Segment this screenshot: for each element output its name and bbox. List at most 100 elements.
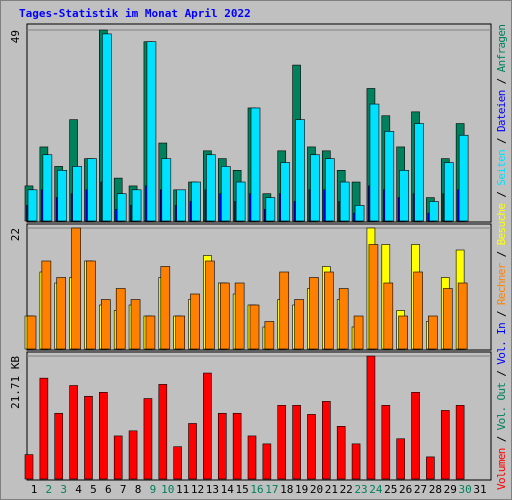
bar: [217, 412, 227, 480]
bar: [205, 260, 215, 350]
bar: [158, 384, 168, 480]
bar: [235, 181, 246, 222]
bar: [99, 392, 108, 480]
bar: [176, 189, 186, 222]
x-tick-label: 31: [473, 483, 486, 496]
x-tick-label: 5: [90, 483, 97, 496]
x-tick-label: 14: [221, 483, 235, 496]
bar: [27, 189, 38, 222]
x-tick-label: 17: [265, 483, 278, 496]
bar: [280, 162, 291, 222]
bar: [219, 282, 230, 350]
x-tick-label: 29: [444, 483, 457, 496]
x-tick-label: 4: [75, 483, 82, 496]
bar: [232, 412, 242, 480]
bar: [292, 405, 301, 480]
bar: [69, 385, 78, 480]
bar: [398, 315, 408, 350]
bar: [265, 197, 276, 222]
legend-entry: Rechner: [495, 262, 508, 305]
bar: [279, 271, 290, 350]
legend-entry: Vol. Out: [495, 382, 508, 430]
bar: [310, 154, 320, 222]
bar: [309, 277, 319, 350]
bar: [322, 401, 331, 480]
bar: [130, 299, 141, 350]
bar: [428, 315, 438, 350]
bar: [353, 315, 364, 350]
legend-separator: /: [495, 430, 508, 449]
y-tick-label: 22: [9, 228, 22, 241]
x-tick-label: 20: [310, 483, 323, 496]
bar: [381, 405, 391, 480]
bar: [188, 423, 197, 480]
bar: [115, 288, 126, 350]
panel: [26, 351, 492, 481]
bar: [336, 426, 346, 480]
bar: [250, 107, 261, 222]
bar: [234, 282, 245, 350]
bar: [72, 166, 82, 222]
legend-separator: /: [495, 245, 508, 264]
x-tick-label: 23: [354, 483, 367, 496]
bar: [442, 288, 453, 350]
x-tick-label: 18: [280, 483, 293, 496]
bar: [24, 454, 34, 480]
bar: [113, 435, 123, 480]
bar: [440, 410, 450, 480]
bar: [175, 315, 185, 350]
bar: [39, 377, 49, 480]
bar: [57, 170, 68, 222]
bar: [173, 446, 182, 480]
x-tick-label: 2: [46, 483, 53, 496]
legend-separator: /: [495, 185, 508, 204]
x-tick-label: 15: [236, 483, 249, 496]
bar: [396, 438, 405, 480]
bar: [131, 189, 142, 222]
x-tick-label: 8: [135, 483, 142, 496]
x-tick-label: 26: [399, 483, 412, 496]
chart-title: Tages-Statistik im Monat April 2022: [19, 7, 251, 20]
bar: [143, 398, 153, 480]
x-tick-label: 6: [105, 483, 112, 496]
legend-entry: Volumen: [495, 448, 508, 490]
bar: [369, 103, 380, 222]
legend-separator: /: [495, 304, 508, 323]
bar: [307, 414, 316, 480]
bar: [366, 355, 376, 480]
bar: [160, 266, 171, 350]
x-tick-label: 12: [191, 483, 204, 496]
bar: [203, 372, 212, 480]
bar: [161, 158, 172, 222]
bar: [249, 304, 260, 350]
bar: [191, 181, 201, 222]
bar: [86, 260, 96, 350]
bar: [102, 33, 112, 222]
legend-entry: Vol. In: [495, 322, 508, 364]
bar: [71, 227, 81, 350]
bar: [42, 154, 53, 222]
bar: [56, 277, 67, 350]
x-tick-label: 27: [414, 483, 427, 496]
bar: [443, 162, 454, 222]
bar: [54, 412, 64, 480]
bar: [324, 271, 334, 350]
x-tick-label: 22: [340, 483, 353, 496]
x-tick-label: 1: [31, 483, 38, 496]
bar: [339, 181, 350, 222]
legend-entry: Besuche: [495, 203, 508, 245]
bar: [426, 456, 435, 480]
x-tick-label: 9: [150, 483, 157, 496]
bar: [295, 119, 305, 222]
bar: [190, 293, 200, 350]
bar: [325, 158, 335, 222]
legend-entry: Seiten: [495, 149, 508, 185]
bar: [384, 131, 395, 222]
bar: [338, 288, 349, 350]
y-tick-label: 49: [9, 30, 22, 43]
legend-separator: /: [495, 72, 508, 91]
bar: [146, 41, 157, 222]
bar: [383, 282, 394, 350]
bar: [220, 166, 231, 222]
